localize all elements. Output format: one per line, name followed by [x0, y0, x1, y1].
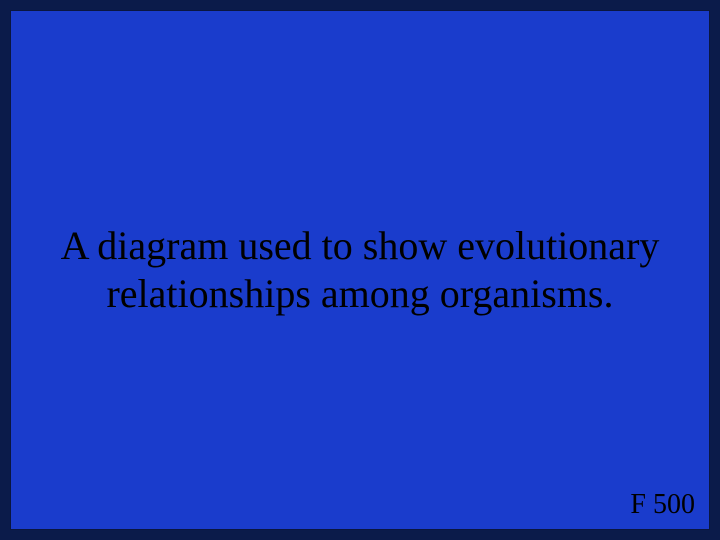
jeopardy-card-inner: A diagram used to show evolutionary rela…: [10, 10, 710, 530]
clue-text: A diagram used to show evolutionary rela…: [53, 222, 667, 318]
jeopardy-card: A diagram used to show evolutionary rela…: [0, 0, 720, 540]
category-reference-label: F 500: [630, 489, 695, 521]
